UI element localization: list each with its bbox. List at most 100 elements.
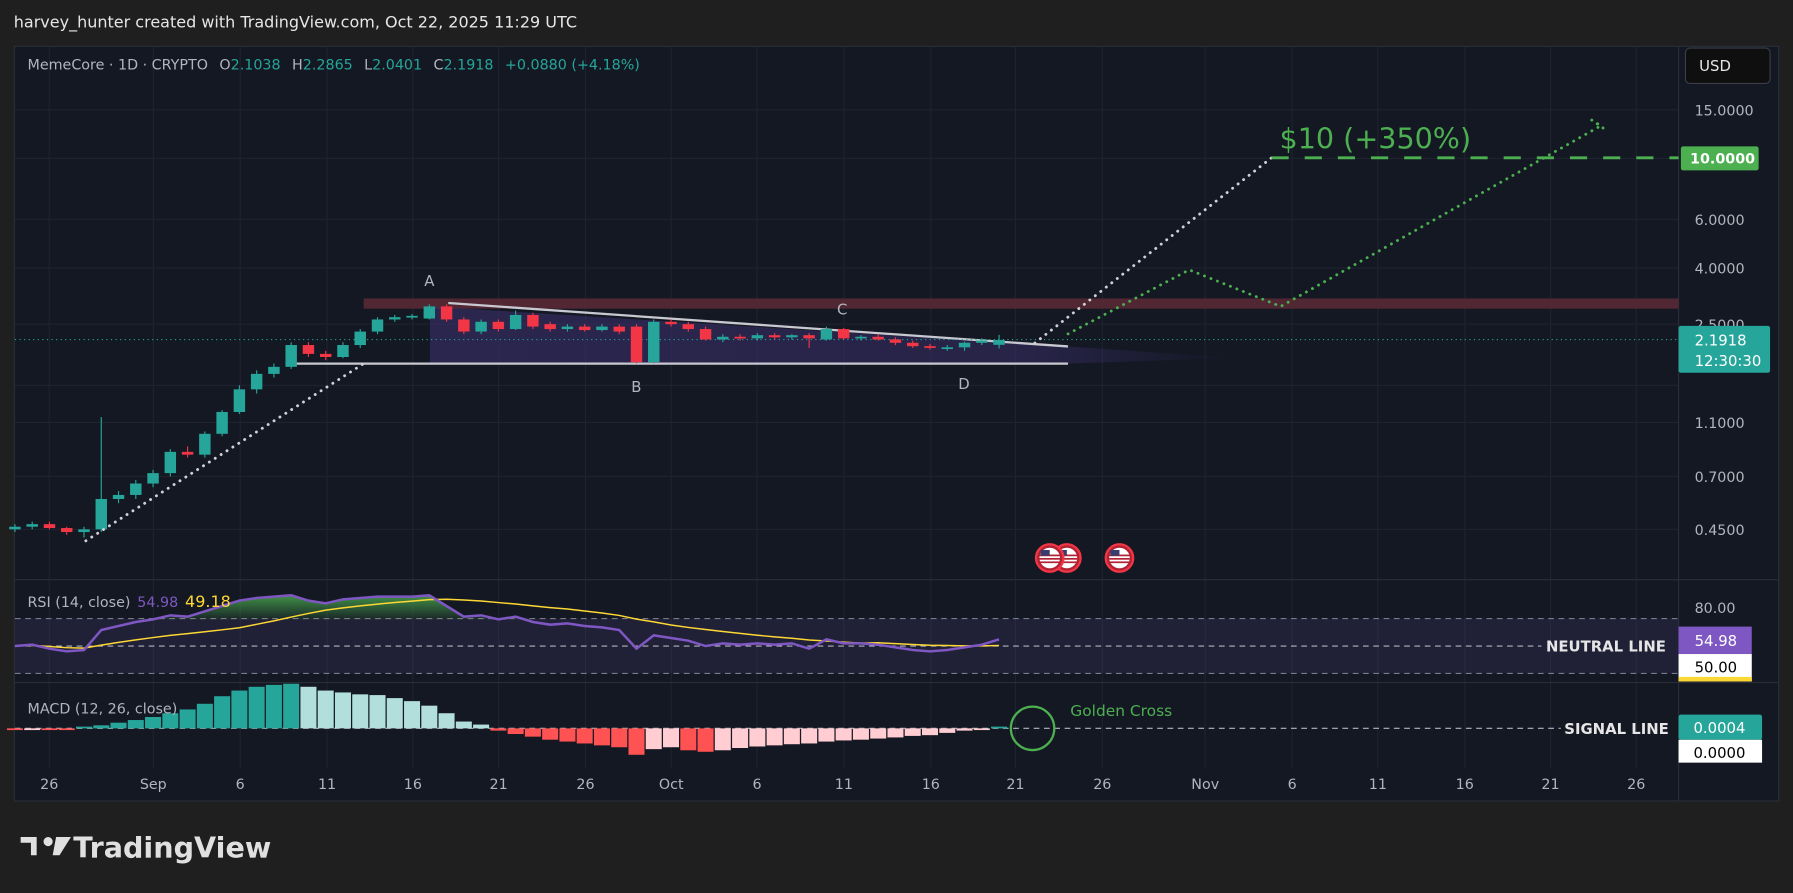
macd-bar <box>576 728 593 744</box>
time-tick: 11 <box>318 777 336 793</box>
candle-body <box>976 340 988 343</box>
symbol-name: MemeCore · 1D · CRYPTO <box>28 58 208 74</box>
macd-bar <box>611 728 628 748</box>
candle-body <box>717 336 729 340</box>
candle <box>458 317 470 335</box>
macd-title[interactable]: MACD (12, 26, close) <box>28 701 178 717</box>
macd-bar <box>714 728 731 751</box>
candle-body <box>665 321 677 325</box>
candle-body <box>95 498 107 530</box>
macd-bar <box>956 728 973 731</box>
time-tick: Oct <box>659 777 684 793</box>
candle-body <box>475 321 487 332</box>
open-label: O <box>219 58 230 74</box>
candle-body <box>371 319 384 332</box>
macd-bar <box>870 728 887 739</box>
macd-bar <box>283 683 300 729</box>
candle-body <box>285 345 297 367</box>
candle <box>907 340 919 348</box>
macd-bar <box>542 728 559 740</box>
candle-body <box>181 451 194 455</box>
candle <box>544 321 556 332</box>
macd-bar <box>300 686 317 729</box>
candle-body <box>993 339 1005 345</box>
point-label-c: C <box>837 300 847 318</box>
price-tick: 15.0000 <box>1695 103 1754 119</box>
candle-body <box>768 335 781 338</box>
candle-body <box>820 329 833 340</box>
macd-bar <box>766 728 783 746</box>
candle <box>319 350 332 361</box>
rsi-overbought-fill <box>14 595 1000 620</box>
candle-body <box>319 353 332 358</box>
candle <box>475 319 487 335</box>
time-tick: 26 <box>40 777 58 793</box>
candle-body <box>26 524 38 527</box>
snapshot-banner: harvey_hunter created with TradingView.c… <box>14 12 577 32</box>
candle <box>406 314 418 320</box>
candle-body <box>648 321 660 363</box>
candle-body <box>786 335 798 338</box>
macd-bar <box>386 698 403 729</box>
alt-path-dotted-line[interactable] <box>1066 118 1605 336</box>
time-tick: Sep <box>140 777 167 793</box>
macd-bar <box>680 728 697 751</box>
time-tick: 6 <box>236 777 245 793</box>
target-label: $10 (+350%) <box>1280 122 1472 156</box>
triangle-upper-trendline[interactable] <box>448 301 1069 348</box>
candle-body <box>630 326 643 363</box>
macd-bar <box>939 728 956 733</box>
resistance-zone[interactable] <box>363 298 1679 309</box>
macd-bar <box>421 705 438 729</box>
chart-panel[interactable] <box>13 45 1780 802</box>
candle <box>250 370 263 394</box>
rsi-badge-value: 54.98 <box>1695 632 1738 650</box>
candle-body <box>78 529 90 533</box>
candle-body <box>130 483 142 495</box>
candle-body <box>389 317 401 320</box>
macd-bar <box>162 713 179 729</box>
candle-body <box>837 329 850 339</box>
macd-histogram <box>6 683 1008 755</box>
economic-event-icons[interactable] <box>1034 543 1135 573</box>
candle <box>354 329 366 348</box>
candle-body <box>337 345 349 358</box>
macd-bar <box>973 728 990 731</box>
uptrend-dotted-line[interactable] <box>84 362 366 543</box>
macd-bar <box>749 728 766 747</box>
time-tick: 21 <box>490 777 508 793</box>
price-tick: 0.4500 <box>1695 523 1745 539</box>
us-flag-icon <box>1034 543 1065 573</box>
candle-body <box>458 319 470 332</box>
candle <box>613 324 625 335</box>
candle <box>440 304 453 322</box>
macd-bar <box>110 722 127 729</box>
grid-lines <box>14 46 1679 769</box>
currency-button[interactable] <box>1684 47 1771 85</box>
macd-bar <box>352 694 369 729</box>
rsi-legend[interactable]: RSI (14, close) 54.98 49.18 <box>28 592 231 611</box>
projection-dotted-line[interactable] <box>1033 156 1273 345</box>
time-axis[interactable]: 26 Sep 6 11 16 21 26 Oct 6 11 16 21 26 Nov 6 11 16 21 26 <box>40 777 1645 793</box>
macd-bar <box>732 728 749 749</box>
candle <box>285 342 297 369</box>
tradingview-logo[interactable]: TradingView <box>20 831 272 865</box>
candle <box>768 333 781 340</box>
time-tick: Nov <box>1191 777 1219 793</box>
candle-body <box>199 433 211 455</box>
rsi-line <box>14 594 1000 653</box>
macd-bar <box>818 728 835 742</box>
candle <box>492 319 505 332</box>
golden-cross-circle[interactable] <box>1009 705 1056 752</box>
candle <box>578 324 591 332</box>
symbol-legend[interactable]: MemeCore · 1D · CRYPTO O2.1038 H2.2865 L… <box>28 58 640 74</box>
candle-body <box>734 336 746 339</box>
candle <box>665 319 677 327</box>
candle <box>147 469 159 488</box>
macd-badge <box>1678 714 1763 740</box>
candle <box>717 334 729 343</box>
last-price-badge <box>1678 325 1771 373</box>
macd-bar <box>438 713 455 729</box>
candle-body <box>302 345 315 354</box>
